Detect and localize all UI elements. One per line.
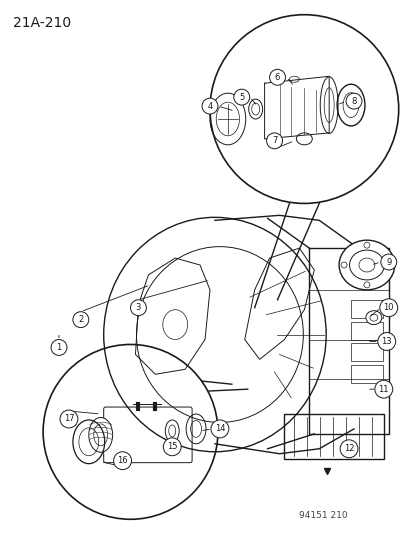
Text: 3: 3	[135, 303, 141, 312]
Text: 15: 15	[166, 442, 177, 451]
Text: 4: 4	[207, 102, 212, 110]
Text: 94151 210: 94151 210	[299, 511, 347, 520]
Bar	[350, 343, 382, 361]
Ellipse shape	[338, 240, 394, 290]
Text: 1: 1	[56, 343, 62, 352]
Circle shape	[269, 69, 285, 85]
Text: 2: 2	[78, 315, 83, 324]
Bar	[350, 321, 382, 340]
Circle shape	[130, 300, 146, 316]
Text: 16: 16	[117, 456, 128, 465]
Text: 13: 13	[380, 337, 391, 346]
Text: 8: 8	[351, 96, 356, 106]
Text: 12: 12	[343, 445, 354, 453]
Circle shape	[73, 312, 88, 328]
Circle shape	[339, 440, 357, 458]
Text: 14: 14	[214, 424, 225, 433]
Ellipse shape	[365, 311, 381, 325]
Circle shape	[60, 410, 78, 428]
Circle shape	[113, 452, 131, 470]
Circle shape	[380, 254, 396, 270]
Text: 5: 5	[239, 93, 244, 102]
Circle shape	[345, 93, 361, 109]
Circle shape	[202, 98, 217, 114]
Circle shape	[51, 340, 67, 356]
Circle shape	[377, 333, 395, 350]
Text: 10: 10	[382, 303, 393, 312]
Text: 9: 9	[385, 257, 390, 266]
Bar	[350, 365, 382, 383]
Circle shape	[266, 133, 282, 149]
Text: 6: 6	[274, 73, 280, 82]
Circle shape	[209, 15, 398, 204]
Text: 11: 11	[377, 385, 388, 394]
Text: 17: 17	[64, 415, 74, 424]
Circle shape	[374, 380, 392, 398]
Text: 21A-210: 21A-210	[13, 15, 71, 30]
Text: 7: 7	[271, 136, 277, 146]
Circle shape	[379, 299, 397, 317]
Bar	[350, 300, 382, 318]
Circle shape	[43, 344, 217, 519]
Circle shape	[233, 89, 249, 105]
Ellipse shape	[88, 417, 112, 452]
Bar	[284, 414, 383, 459]
Circle shape	[163, 438, 181, 456]
Circle shape	[211, 420, 228, 438]
